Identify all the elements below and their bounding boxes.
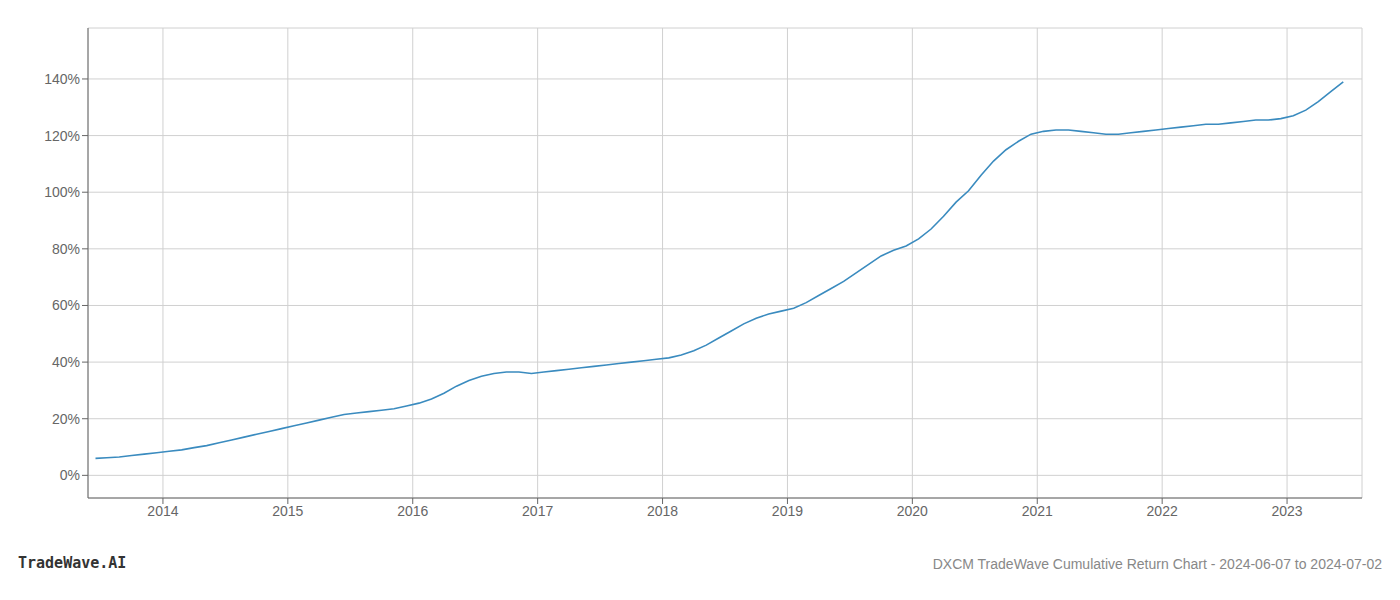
svg-text:2018: 2018 xyxy=(647,503,678,519)
html-text:DXCM TradeWave Cumulative Retu: DXCM TradeWave Cumulative Return Chart -… xyxy=(932,556,1382,572)
svg-text:60%: 60% xyxy=(52,297,80,313)
svg-text:2023: 2023 xyxy=(1271,503,1302,519)
svg-text:80%: 80% xyxy=(52,241,80,257)
svg-text:2014: 2014 xyxy=(147,503,178,519)
svg-text:2022: 2022 xyxy=(1147,503,1178,519)
svg-text:2015: 2015 xyxy=(272,503,303,519)
svg-text:2016: 2016 xyxy=(397,503,428,519)
svg-text:2019: 2019 xyxy=(772,503,803,519)
svg-text:2020: 2020 xyxy=(897,503,928,519)
html-text:TradeWave.AI: TradeWave.AI xyxy=(18,554,127,572)
svg-text:100%: 100% xyxy=(44,184,80,200)
svg-text:140%: 140% xyxy=(44,71,80,87)
svg-text:2021: 2021 xyxy=(1022,503,1053,519)
svg-text:20%: 20% xyxy=(52,411,80,427)
svg-text:0%: 0% xyxy=(60,467,80,483)
svg-text:120%: 120% xyxy=(44,128,80,144)
svg-text:2017: 2017 xyxy=(522,503,553,519)
svg-text:40%: 40% xyxy=(52,354,80,370)
